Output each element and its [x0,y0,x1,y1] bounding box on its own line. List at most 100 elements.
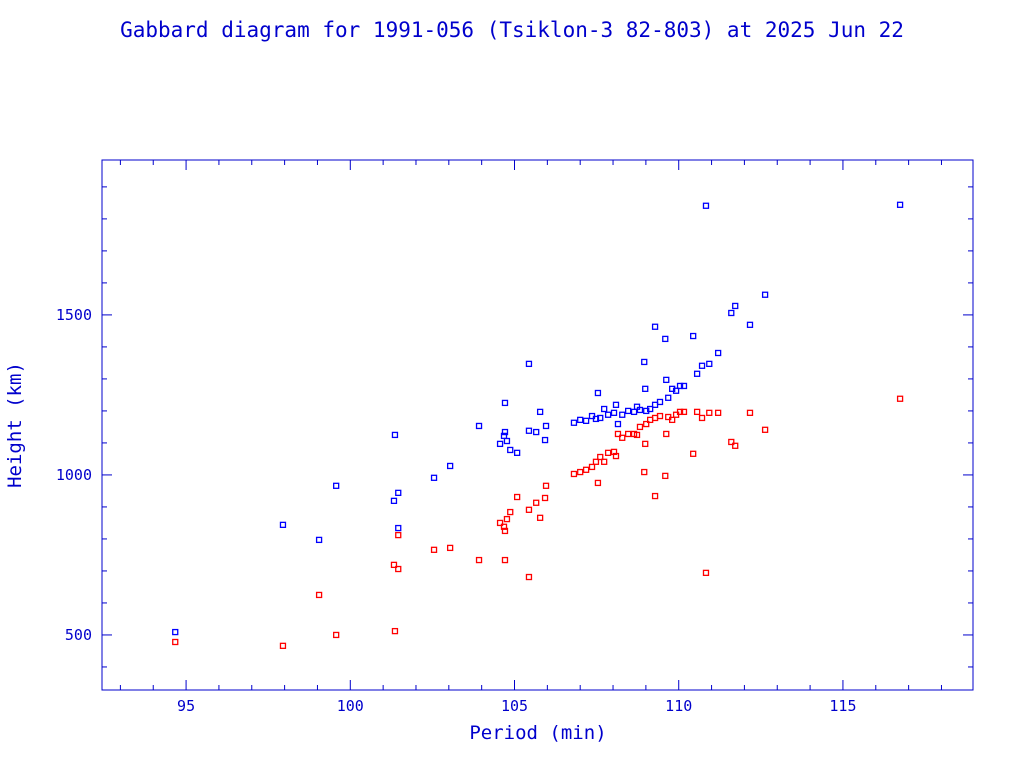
point [636,406,644,414]
point [642,440,649,448]
point [395,565,402,573]
point [663,376,670,384]
point [651,323,659,330]
point [732,302,739,310]
point [690,450,697,457]
point [597,453,604,461]
point [582,417,590,424]
x-tick-label: 100 [337,697,364,715]
point [525,506,533,513]
point [475,556,483,564]
point [656,412,664,420]
point [663,430,670,438]
point [279,521,287,529]
x-tick-label: 95 [177,697,195,715]
point [698,362,706,369]
point [315,536,323,544]
point [536,514,544,521]
point [525,573,533,581]
point [597,414,604,422]
point [619,411,626,418]
point [706,409,713,416]
point [672,387,680,394]
y-tick-label: 1000 [56,466,92,484]
point [746,409,754,416]
point [333,631,340,639]
point [446,462,454,470]
point [570,470,578,478]
point [395,489,402,497]
point [604,411,612,418]
point [542,482,550,489]
point [496,519,504,527]
point [732,442,739,449]
point [542,422,550,430]
point [594,389,602,397]
plot-frame [101,159,974,691]
point [636,423,644,431]
point [643,420,650,428]
point [507,446,514,454]
point [536,408,544,416]
point [676,408,684,416]
point [633,431,641,439]
point [395,524,402,532]
point [641,468,648,476]
point [496,440,504,448]
point [714,349,722,357]
point [395,531,402,539]
point [728,309,735,317]
point [693,408,701,416]
point [676,382,684,390]
point [503,437,511,445]
point [761,426,769,433]
point [592,415,600,423]
point [746,321,754,328]
x-tick-label: 105 [501,697,528,715]
point [333,482,340,489]
point [172,638,179,646]
point [513,493,521,501]
point [391,431,399,439]
point [698,414,706,422]
point [541,436,549,444]
x-axis-label: Period (min) [469,722,606,744]
point [446,544,454,552]
point [614,420,622,428]
point [525,427,533,434]
point [501,399,509,407]
y-tick-label: 1500 [56,306,92,324]
point [669,416,676,424]
y-tick-label: 500 [65,626,92,644]
point [279,642,287,649]
point [896,201,904,208]
point [665,394,672,401]
point [570,419,578,426]
point [592,458,600,465]
point [714,409,722,416]
point [503,515,511,523]
point [475,422,483,430]
point [533,428,540,436]
point [601,458,608,465]
point [541,494,549,502]
point [525,360,533,368]
point [706,360,713,368]
point [641,358,648,366]
point [619,434,626,441]
point [693,370,701,377]
x-tick-label: 110 [665,697,692,715]
point [594,479,602,487]
point [614,430,622,438]
point [728,438,735,446]
point [656,398,664,406]
point [533,499,540,506]
point [501,527,509,535]
point [702,202,710,209]
point [501,556,509,564]
point [430,474,438,481]
point [612,452,620,460]
point [642,385,649,392]
point [315,591,323,599]
